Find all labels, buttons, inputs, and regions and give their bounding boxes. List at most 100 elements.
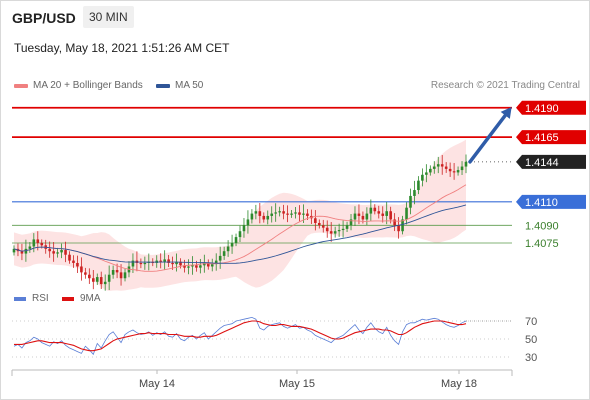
rsi-label: RSI [32, 293, 49, 304]
candle-body [417, 180, 420, 191]
candle-body [131, 260, 135, 267]
candle-body [32, 239, 36, 247]
candle-body [64, 250, 67, 255]
level-tag-1.4190 [516, 100, 586, 115]
candle-body [357, 213, 361, 216]
candle-body [429, 168, 432, 173]
candle-body [270, 213, 274, 216]
candle-body [238, 231, 242, 238]
candle-body [452, 171, 456, 173]
legend-9ma: 9MA [62, 293, 101, 304]
candle-body [226, 246, 230, 252]
candle-body [222, 251, 226, 256]
rsi-line [13, 316, 467, 356]
candle-body [12, 248, 16, 253]
candle-body [24, 248, 28, 254]
candle-body [290, 213, 293, 215]
candle-body [99, 277, 103, 285]
candle-body [95, 277, 99, 282]
candle-body [329, 231, 333, 234]
ma50-line [13, 204, 467, 264]
candle-body [341, 228, 345, 231]
rsi-tick-label: 70 [525, 316, 537, 328]
candle-body [464, 161, 468, 167]
timestamp: Tuesday, May 18, 2021 1:51:26 AM CET [14, 41, 230, 55]
level-label-1.4090: 1.4090 [525, 220, 559, 232]
candle-body [432, 166, 436, 169]
candle-body [456, 170, 460, 173]
ma50-label: MA 50 [175, 80, 204, 91]
candle-body [179, 261, 182, 266]
ma20-label: MA 20 + Bollinger Bands [33, 80, 143, 91]
candle-body [286, 213, 289, 215]
candle-body [76, 262, 79, 267]
candle-body [369, 207, 373, 214]
candle-body [321, 225, 325, 228]
legend-rsi: RSI [14, 293, 49, 304]
candle-body [80, 266, 83, 273]
candle-body [60, 250, 63, 253]
candle-body [421, 174, 424, 181]
candle-body [218, 255, 222, 261]
candle-body [401, 219, 404, 232]
candle-body [353, 213, 357, 220]
candle-body [373, 207, 377, 212]
candle-body [139, 262, 143, 265]
candle-body [159, 260, 163, 262]
candle-body [349, 219, 353, 226]
candle-body [88, 274, 91, 279]
rsi-ma-line [14, 320, 467, 352]
candle-body [298, 212, 301, 215]
candle-body [294, 212, 297, 214]
bollinger-bands [14, 139, 466, 291]
level-label-1.4165: 1.4165 [525, 132, 559, 144]
candle-body [163, 259, 166, 262]
ma50-swatch [156, 83, 170, 88]
legend-ma50: MA 50 [156, 80, 203, 91]
legend-ma20: MA 20 + Bollinger Bands [14, 80, 143, 91]
candle-body [72, 260, 75, 263]
candle-body [254, 211, 258, 214]
candle-body [250, 213, 254, 220]
candle-body [68, 254, 71, 261]
candle-body [440, 164, 444, 167]
forecast-arrow [468, 110, 510, 164]
candle-body [167, 259, 170, 263]
candle-body [234, 237, 238, 243]
timeframe-badge[interactable]: 30 MIN [83, 6, 134, 28]
candle-body [377, 211, 381, 214]
candle-body [20, 251, 24, 254]
candle-body [448, 168, 452, 172]
level-label-1.4075: 1.4075 [525, 238, 559, 250]
candle-body [119, 272, 123, 279]
candle-body [242, 225, 246, 232]
candle-body [278, 211, 281, 213]
candle-body [175, 261, 178, 265]
candle-body [103, 281, 107, 285]
candle-body [183, 265, 186, 268]
x-tick-label: May 14 [139, 378, 175, 390]
candles [12, 154, 468, 291]
candle-body [317, 222, 321, 226]
candle-body [337, 230, 341, 232]
candle-body [345, 225, 349, 229]
candle-body [210, 264, 214, 267]
candle-body [361, 215, 365, 220]
ma9-label: 9MA [80, 293, 101, 304]
candle-body [425, 172, 428, 175]
candle-body [36, 239, 40, 243]
candle-body [444, 166, 448, 169]
candle-body [409, 195, 412, 208]
candle-body [52, 251, 55, 254]
candle-body [246, 219, 250, 226]
ma9-swatch [62, 296, 74, 301]
candle-body [389, 211, 392, 220]
x-tick-label: May 18 [441, 378, 477, 390]
candle-body [214, 260, 218, 265]
candle-body [123, 272, 127, 279]
candle-body [115, 270, 119, 273]
credit-text: Research © 2021 Trading Central [430, 80, 580, 91]
candle-body [171, 262, 174, 265]
rsi-tick-label: 50 [525, 334, 537, 346]
